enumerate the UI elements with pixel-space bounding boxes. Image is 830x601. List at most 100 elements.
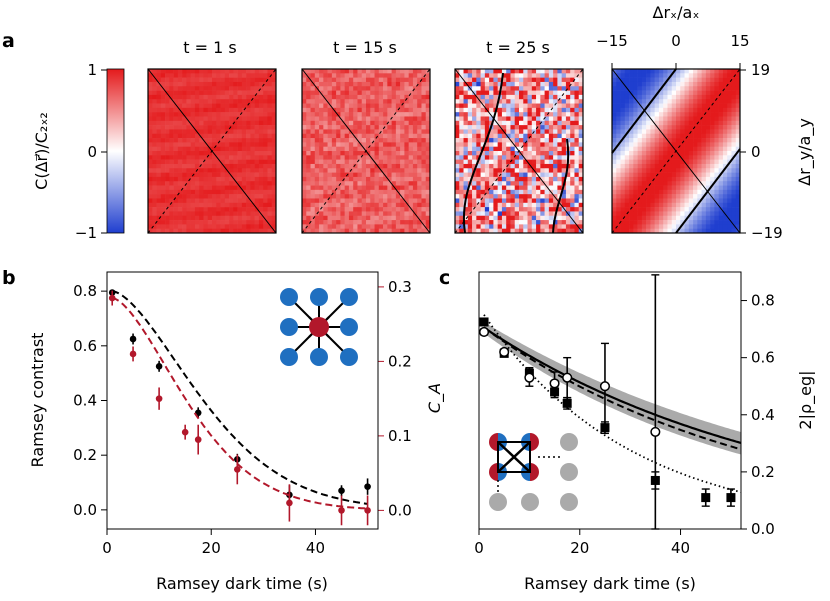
map-pixel <box>484 155 490 160</box>
map-pixel <box>459 125 464 130</box>
map-pixel <box>421 202 427 208</box>
map-pixel <box>370 81 375 87</box>
map-pixel <box>616 220 621 225</box>
map-pixel <box>455 194 460 199</box>
map-pixel <box>169 168 174 173</box>
map-pixel <box>561 215 567 221</box>
map-pixel <box>152 73 157 78</box>
map-pixel <box>680 142 685 147</box>
map-pixel <box>370 125 375 130</box>
map-pixel <box>408 94 414 100</box>
map-pixel <box>421 207 427 212</box>
map-pixel <box>220 181 226 186</box>
map-pixel <box>718 77 724 83</box>
map-pixel <box>306 146 311 152</box>
map-pixel <box>510 116 516 122</box>
map-pixel <box>400 125 405 130</box>
map-pixel <box>540 163 545 169</box>
map-pixel <box>182 146 187 152</box>
map-pixel <box>646 185 651 191</box>
map-pixel <box>480 198 486 204</box>
map-pixel <box>353 125 358 130</box>
map-pixel <box>565 172 571 178</box>
map-pixel <box>378 125 384 130</box>
data-point <box>338 487 345 495</box>
map-pixel <box>484 181 490 186</box>
map-pixel <box>250 99 255 104</box>
map-pixel <box>391 211 397 217</box>
map-pixel <box>705 146 711 152</box>
map-pixel <box>229 133 234 139</box>
map-pixel <box>310 172 316 178</box>
map-pixel <box>148 202 153 208</box>
map-pixel <box>714 90 719 96</box>
map-pixel <box>467 185 473 191</box>
map-pixel <box>616 168 621 173</box>
map-pixel <box>378 159 384 165</box>
map-pixel <box>727 207 732 212</box>
map-pixel <box>624 155 630 160</box>
map-pixel <box>718 94 724 100</box>
map-pixel <box>671 77 677 83</box>
map-pixel <box>319 125 324 130</box>
map-pixel <box>374 163 380 169</box>
map-pixel <box>501 90 507 96</box>
map-pixel <box>578 90 584 96</box>
map-pixel <box>331 220 337 225</box>
map-pixel <box>629 172 634 178</box>
map-pixel <box>463 69 469 74</box>
map-pixel <box>271 107 277 113</box>
map-pixel <box>718 142 724 147</box>
map-pixel <box>476 125 481 130</box>
map-pixel <box>616 129 621 135</box>
panel-label-c: c <box>439 267 450 289</box>
map-pixel <box>650 86 655 91</box>
map-pixel <box>523 207 528 212</box>
map-pixel <box>254 73 260 78</box>
map-pixel <box>705 198 711 204</box>
map-pixel <box>314 69 320 74</box>
map-pixel <box>650 90 655 96</box>
map-pixel <box>160 228 166 234</box>
map-pixel <box>258 224 264 229</box>
map-pixel <box>400 172 405 178</box>
map-pixel <box>578 215 584 221</box>
map-pixel <box>408 155 414 160</box>
map-pixel <box>514 81 520 87</box>
map-pixel <box>417 202 422 208</box>
map-pixel <box>165 176 170 182</box>
map-pixel <box>177 138 183 143</box>
map-pixel <box>306 198 311 204</box>
map-pixel <box>727 155 732 160</box>
map-pixel <box>207 215 213 221</box>
map-pixel <box>173 112 179 117</box>
map-pixel <box>612 155 617 160</box>
map-pixel <box>404 211 409 217</box>
map-pixel <box>506 151 511 156</box>
map-pixel <box>331 159 337 165</box>
map-pixel <box>722 181 728 186</box>
map-pixel <box>340 103 345 109</box>
map-pixel <box>506 129 511 135</box>
map-pixel <box>250 176 255 182</box>
map-pixel <box>480 194 486 199</box>
map-pixel <box>353 81 358 87</box>
map-pixel <box>314 202 320 208</box>
map-pixel <box>148 185 153 191</box>
map-pixel <box>383 155 388 160</box>
map-pixel <box>370 228 375 234</box>
map-pixel <box>344 163 350 169</box>
map-pixel <box>663 73 668 78</box>
map-pixel <box>250 207 255 212</box>
map-pixel <box>620 189 626 195</box>
map-pixel <box>378 211 384 217</box>
map-pixel <box>489 107 494 113</box>
map-pixel <box>263 151 268 156</box>
map-pixel <box>680 116 685 122</box>
map-pixel <box>514 129 520 135</box>
map-pixel <box>510 198 516 204</box>
map-pixel <box>650 228 655 234</box>
map-pixel <box>718 81 724 87</box>
map-pixel <box>148 116 153 122</box>
map-pixel <box>578 185 584 191</box>
